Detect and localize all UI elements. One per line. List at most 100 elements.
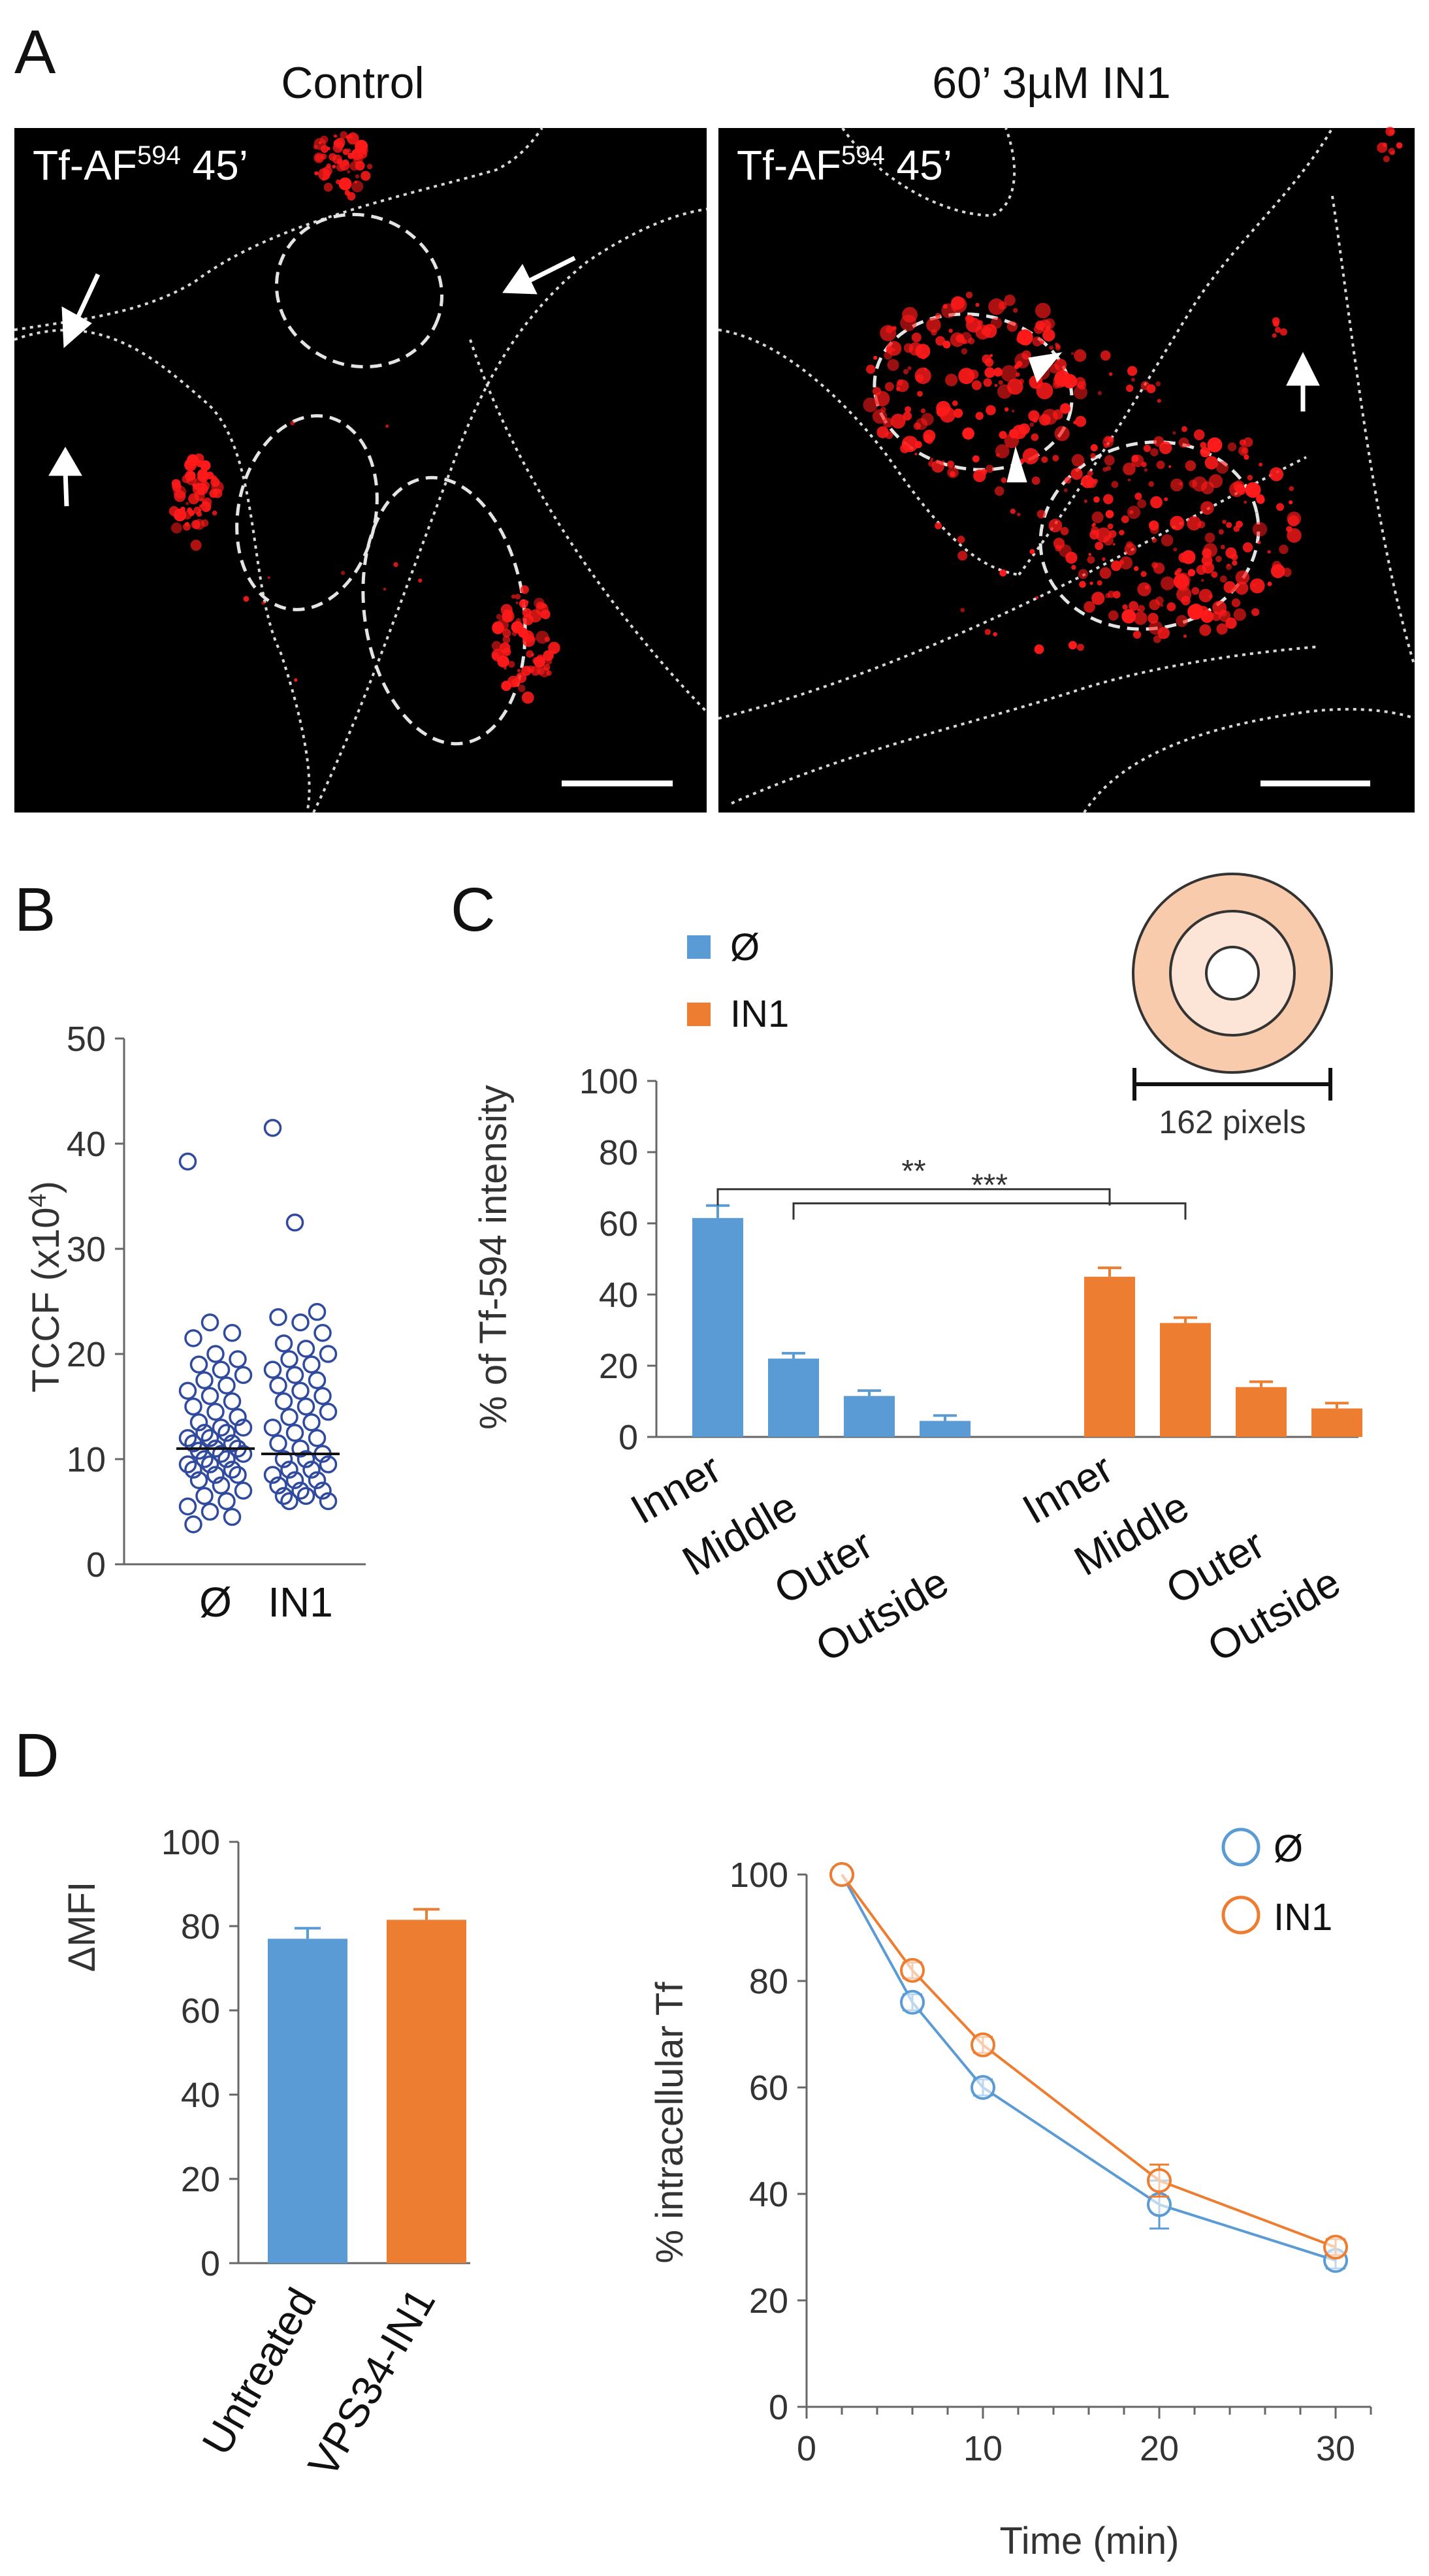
fluorescent-punctum: [171, 479, 181, 489]
fluorescent-punctum: [1191, 587, 1200, 595]
fluorescent-punctum: [914, 453, 918, 456]
fluorescent-punctum: [1289, 500, 1293, 505]
fluorescent-punctum: [1201, 555, 1213, 566]
fluorescent-punctum: [1049, 363, 1059, 374]
fluorescent-punctum: [1111, 481, 1119, 489]
fluorescent-punctum: [1289, 486, 1294, 491]
fluorescent-punctum: [965, 291, 973, 298]
fluorescent-punctum: [1148, 613, 1159, 624]
fluorescent-punctum: [1119, 556, 1133, 570]
fluorescent-punctum: [1218, 529, 1224, 535]
chart-c-bar: [1311, 1408, 1362, 1437]
chart-c-bar: % of Tf-594 intensity Ø IN1 162 pixels 0…: [472, 873, 1362, 1671]
fluorescent-punctum: [948, 329, 953, 333]
fluorescent-punctum: [951, 296, 965, 310]
fluorescent-punctum: [884, 382, 894, 391]
chart-d-line-point: [1323, 2234, 1348, 2260]
chart-b-point: [269, 1434, 287, 1453]
fluorescent-punctum: [978, 326, 982, 330]
fluorescent-punctum: [1121, 609, 1136, 624]
fluorescent-punctum: [1155, 596, 1164, 605]
chart-c-inset-rings: 162 pixels: [1132, 873, 1333, 1140]
chart-d-bar-category-label: Untreated: [193, 2280, 325, 2462]
chart-c-y-tick-label: 100: [579, 1062, 638, 1101]
fluorescent-punctum: [326, 163, 331, 169]
fluorescent-punctum: [518, 684, 526, 692]
fluorescent-punctum: [1177, 568, 1182, 573]
fluorescent-punctum: [211, 481, 224, 494]
fluorescent-punctum: [939, 407, 955, 423]
fluorescent-punctum: [1032, 336, 1042, 347]
fluorescent-punctum: [994, 486, 1004, 496]
chart-b-point: [206, 1402, 225, 1421]
fluorescent-punctum: [1059, 544, 1072, 558]
chart-b-point: [285, 1471, 304, 1489]
fluorescent-punctum: [290, 421, 295, 426]
fluorescent-punctum: [491, 641, 502, 651]
chart-b-point: [274, 1450, 293, 1468]
fluorescent-punctum: [969, 369, 979, 379]
fluorescent-punctum: [515, 601, 519, 604]
fluorescent-punctum: [521, 666, 532, 676]
fluorescent-punctum: [1161, 576, 1175, 590]
fluorescent-punctum: [504, 609, 509, 614]
fluorescent-punctum: [528, 609, 542, 622]
fluorescent-punctum: [957, 551, 968, 561]
chart-b-point: [285, 1424, 304, 1442]
fluorescent-punctum: [1031, 433, 1039, 442]
fluorescent-punctum: [1185, 460, 1196, 472]
fluorescent-punctum: [329, 153, 337, 161]
fluorescent-punctum: [1104, 436, 1112, 443]
fluorescent-punctum: [344, 189, 350, 195]
chart-d-line-y-tick-label: 40: [749, 2175, 788, 2214]
fluorescent-punctum: [1166, 602, 1176, 611]
chart-b-point: [229, 1350, 247, 1368]
fluorescent-punctum: [896, 379, 909, 393]
fluorescent-punctum: [1137, 582, 1151, 596]
fluorescent-punctum: [952, 400, 958, 406]
fluorescent-punctum: [418, 578, 423, 583]
fluorescent-punctum: [935, 336, 946, 346]
chart-d-bar-y-axis-title: ΔMFI: [61, 1882, 103, 1972]
fluorescent-punctum: [1189, 607, 1200, 617]
fluorescent-punctum: [1099, 567, 1112, 579]
fluorescent-punctum: [1048, 519, 1063, 532]
fluorescent-punctum: [323, 182, 333, 192]
fluorescent-punctum: [1385, 127, 1395, 137]
fluorescent-punctum: [1207, 437, 1223, 453]
fluorescent-punctum: [313, 152, 325, 163]
fluorescent-punctum: [903, 411, 912, 421]
chart-b-point: [313, 1324, 332, 1342]
chart-b-point: [291, 1381, 310, 1400]
chart-b-point: [195, 1371, 214, 1389]
fluorescent-punctum: [1064, 476, 1072, 484]
fluorescent-punctum: [340, 131, 348, 139]
fluorescent-punctum: [1087, 470, 1093, 477]
chart-b-point: [285, 1366, 304, 1384]
chart-d-bar-y-tick-label: 40: [181, 2076, 220, 2115]
scale-bar-in1: [1260, 781, 1370, 786]
fluorescent-punctum: [1073, 385, 1087, 400]
chart-b-point: [302, 1460, 321, 1479]
fluorescent-punctum: [1201, 579, 1204, 582]
chart-b-point: [319, 1455, 338, 1473]
legend-line-label-control: Ø: [1274, 1827, 1303, 1870]
chart-b-point: [234, 1366, 253, 1384]
chart-b-point: [184, 1515, 202, 1534]
fluorescent-punctum: [916, 374, 924, 382]
chart-d-line-y-tick-label: 60: [749, 2069, 788, 2108]
inset-scale-label: 162 pixels: [1159, 1104, 1306, 1140]
fluorescent-punctum: [504, 666, 507, 670]
fluorescent-punctum: [1035, 596, 1039, 600]
fluorescent-punctum: [950, 471, 955, 477]
fluorescent-punctum: [197, 468, 208, 480]
fluorescent-punctum: [968, 427, 972, 431]
chart-d-bar-y-tick-label: 0: [201, 2244, 220, 2283]
fluorescent-punctum: [347, 148, 351, 153]
fluorescent-punctum: [1141, 462, 1147, 468]
fluorescent-punctum: [1251, 608, 1260, 617]
fluorescent-punctum: [920, 408, 926, 413]
fluorescent-punctum: [1219, 610, 1231, 622]
fluorescent-punctum: [930, 457, 934, 462]
fluorescent-punctum: [327, 146, 330, 150]
